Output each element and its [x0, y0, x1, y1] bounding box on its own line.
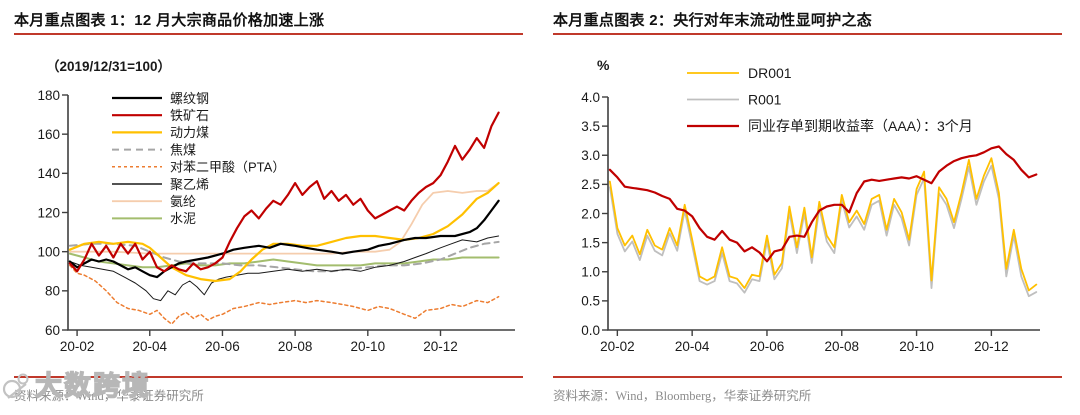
figure2-unit-label: % [597, 57, 610, 73]
legend-label: 氨纶 [170, 194, 196, 209]
y-tick-label: 1.0 [581, 265, 600, 280]
x-tick-label: 20-02 [600, 339, 635, 354]
y-tick-label: 2.0 [581, 206, 600, 221]
legend-item: 聚乙烯 [112, 177, 209, 192]
y-tick-label: 100 [37, 244, 60, 259]
chart-money-rates: 4.0 3.5 3.0 2.5 2.0 1.5 1.0 0.5 0.020-02 20-04 20-… [581, 65, 1040, 354]
legend-label: 铁矿石 [170, 108, 209, 123]
figure2-source-text: 资料来源：Wind，Bloomberg，华泰证券研究所 [553, 389, 812, 403]
figure1-index-base-label: （2019/12/31=100） [46, 59, 171, 74]
figure2-title-underline [553, 33, 1062, 35]
legend-item: DR001 [687, 65, 792, 81]
y-tick-label: 4.0 [581, 90, 600, 105]
legend-item: 水泥 [112, 211, 196, 226]
series-line-铁矿石 [68, 111, 500, 273]
x-tick-label: 20-10 [899, 339, 934, 354]
legend-label: 焦煤 [170, 142, 196, 157]
legend-label: 对苯二甲酸（PTA） [170, 160, 285, 175]
x-tick-label: 20-10 [351, 339, 386, 354]
series-line-同业存单到期收益率（AAA）：3个月 [608, 145, 1038, 263]
x-tick-label: 20-04 [675, 339, 710, 354]
legend-item: 对苯二甲酸（PTA） [112, 160, 285, 175]
y-tick-label: 3.5 [581, 119, 600, 134]
x-tick-label: 20-12 [423, 339, 458, 354]
series-line-对苯二甲酸（PTA） [69, 264, 500, 325]
y-tick-label: 1.5 [581, 235, 600, 250]
legend-item: 同业存单到期收益率（AAA）：3个月 [687, 118, 973, 134]
series-line-聚乙烯 [69, 235, 500, 302]
x-tick-label: 20-02 [60, 339, 95, 354]
series-line-水泥 [68, 252, 500, 269]
figure2-title: 本月重点图表 2：央行对年末流动性显呵护之态 [553, 12, 873, 29]
y-tick-label: 3.0 [581, 148, 600, 163]
watermark-text: 大数跨境 [34, 370, 151, 401]
y-tick-label: 80 [45, 284, 60, 299]
x-tick-label: 20-12 [974, 339, 1009, 354]
figure1-title-underline [14, 33, 523, 35]
series-line-氨纶 [68, 182, 500, 255]
series-line-螺纹钢 [68, 199, 500, 279]
x-tick-label: 20-06 [205, 339, 240, 354]
figure1-bottom-rule [14, 376, 523, 378]
y-tick-label: 140 [37, 166, 60, 181]
legend-label: 聚乙烯 [170, 177, 209, 192]
x-tick-label: 20-06 [750, 339, 785, 354]
legend-item: 螺纹钢 [112, 91, 209, 106]
x-tick-label: 20-08 [278, 339, 313, 354]
series-line-焦煤 [68, 240, 500, 273]
figure2-bottom-rule [553, 376, 1062, 378]
legend-label: 水泥 [170, 211, 196, 226]
series-line-R001 [609, 164, 1038, 298]
legend-label: 动力煤 [170, 125, 209, 140]
y-tick-label: 120 [37, 205, 60, 220]
legend-item: 铁矿石 [112, 108, 209, 123]
y-tick-label: 0.5 [581, 294, 600, 309]
legend-label: 同业存单到期收益率（AAA）：3个月 [748, 118, 973, 134]
y-tick-label: 60 [45, 323, 60, 338]
legend-item: 氨纶 [112, 194, 196, 209]
figure1-title: 本月重点图表 1：12 月大宗商品价格加速上涨 [14, 12, 325, 29]
legend-item: R001 [687, 91, 782, 107]
legend-label: R001 [748, 91, 782, 107]
x-tick-label: 20-08 [825, 339, 860, 354]
legend-item: 焦煤 [112, 142, 196, 157]
y-tick-label: 0.0 [581, 323, 600, 338]
y-tick-label: 160 [37, 127, 60, 142]
series-line-动力煤 [68, 182, 500, 283]
series-line-DR001 [609, 157, 1038, 292]
watermark-logo-icon [2, 373, 29, 399]
figure1-source-text: 资料来源：Wind，华泰证券研究所 [14, 389, 204, 403]
y-tick-label: 180 [37, 88, 60, 103]
legend-item: 动力煤 [112, 125, 209, 140]
y-tick-label: 2.5 [581, 177, 600, 192]
x-tick-label: 20-04 [133, 339, 168, 354]
legend-label: DR001 [748, 65, 792, 81]
watermark: 大数跨境 [2, 370, 151, 402]
axis-lines [67, 95, 515, 331]
legend-label: 螺纹钢 [170, 91, 209, 106]
